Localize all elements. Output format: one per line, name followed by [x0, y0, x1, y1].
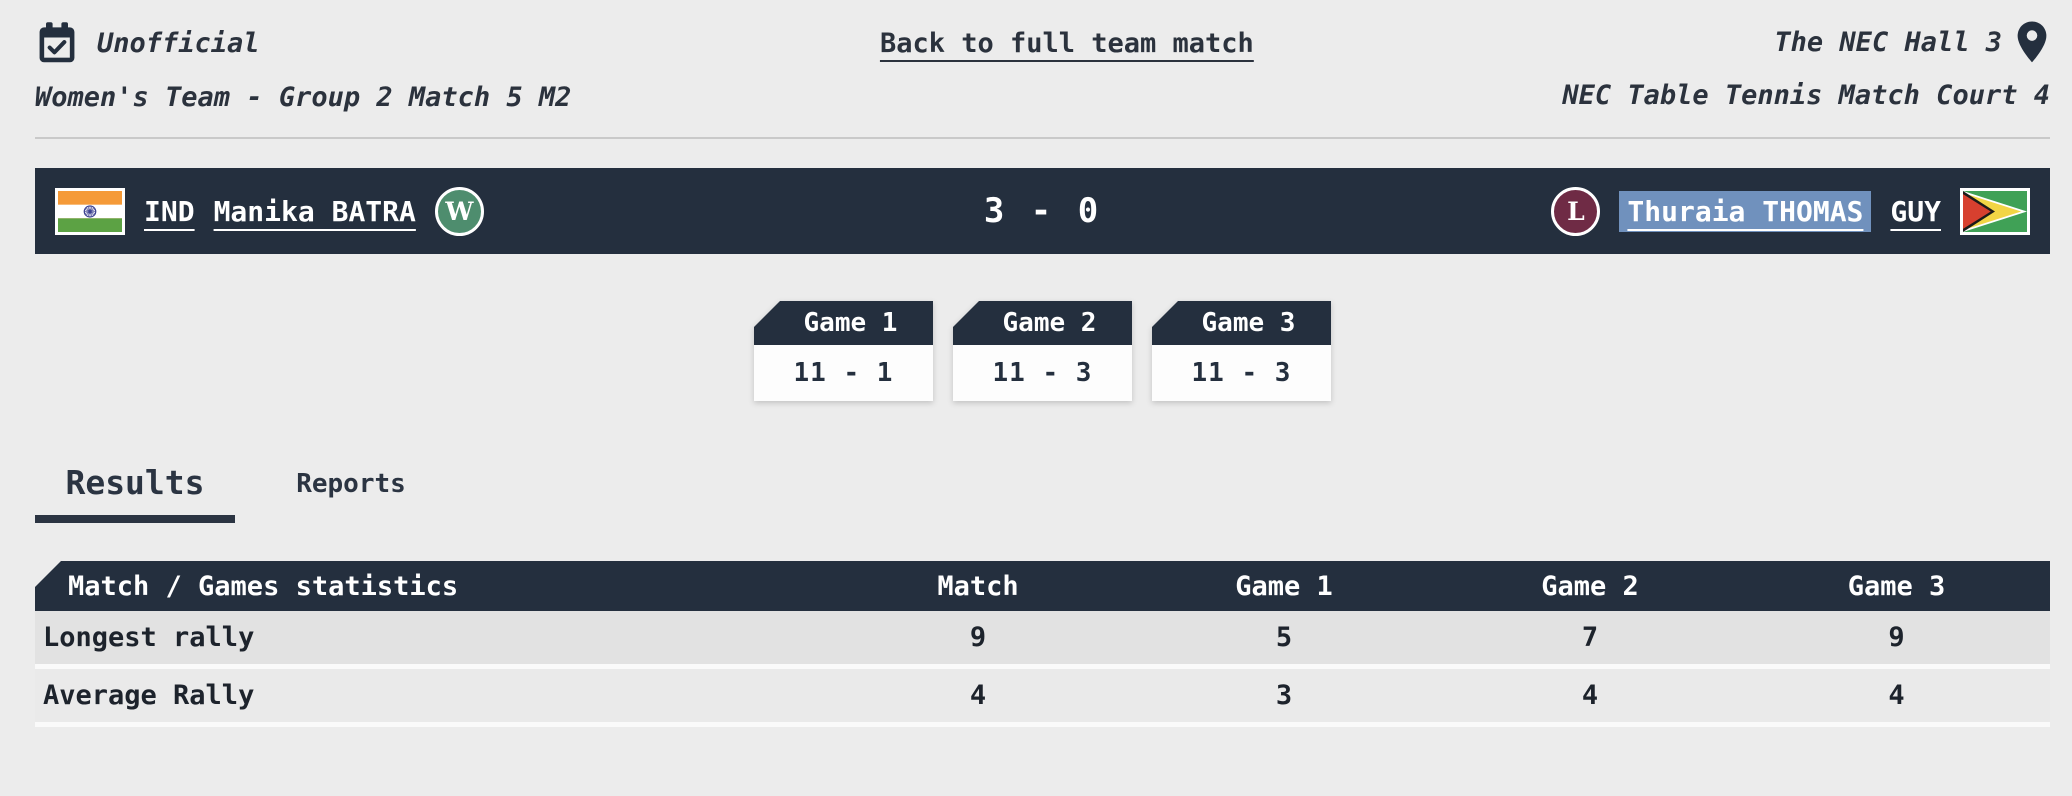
game-2-score: 11 - 3: [953, 345, 1132, 401]
scoreboard-bar: IND Manika BATRA W 3 - 0 L Thuraia THOMA…: [35, 168, 2050, 254]
tab-reports[interactable]: Reports: [296, 469, 406, 499]
home-team: IND Manika BATRA W: [55, 186, 484, 236]
win-badge: W: [434, 186, 484, 236]
match-results-page: Unofficial Women's Team - Group 2 Match …: [35, 20, 2050, 727]
game-2-label: Game 2: [953, 301, 1132, 345]
statistics-table: Match / Games statistics Match Game 1 Ga…: [35, 561, 2050, 727]
game-3-label: Game 3: [1152, 301, 1331, 345]
venue-info: The NEC Hall 3 NEC Table Tennis Match Co…: [1562, 20, 2050, 111]
event-label: Women's Team - Group 2 Match 5 M2: [35, 82, 572, 113]
away-team: L Thuraia THOMAS GUY: [1551, 186, 2030, 236]
match-score: 3 - 0: [983, 191, 1102, 231]
cell-match: 4: [969, 680, 987, 711]
calendar-check-icon: [35, 20, 79, 66]
row-label: Longest rally: [43, 622, 255, 653]
location-pin-icon: [2014, 20, 2050, 64]
home-noc-link[interactable]: IND: [144, 194, 195, 228]
away-noc-link[interactable]: GUY: [1890, 194, 1941, 228]
statistics-table-header: Match / Games statistics Match Game 1 Ga…: [35, 561, 2050, 611]
col-header-game1: Game 1: [1235, 570, 1333, 602]
home-player-link[interactable]: Manika BATRA: [213, 194, 416, 228]
match-info: Unofficial Women's Team - Group 2 Match …: [35, 20, 571, 113]
game-card: Game 1 11 - 1: [754, 301, 933, 401]
flag-guyana-icon: [1960, 187, 2030, 235]
row-label: Average Rally: [43, 680, 255, 711]
game-card: Game 2 11 - 3: [953, 301, 1132, 401]
tab-results[interactable]: Results: [35, 463, 235, 523]
game-scores: Game 1 11 - 1 Game 2 11 - 3 Game 3 11 - …: [35, 301, 2050, 401]
court-label: NEC Table Tennis Match Court 4: [1562, 80, 2050, 111]
cell-game2: 7: [1581, 622, 1599, 653]
loss-badge: L: [1551, 186, 1601, 236]
game-1-score: 11 - 1: [754, 345, 933, 401]
cell-game1: 3: [1275, 680, 1293, 711]
back-to-team-match-link[interactable]: Back to full team match: [879, 28, 1254, 59]
cell-game1: 5: [1275, 622, 1293, 653]
stats-title: Match / Games statistics: [68, 570, 459, 602]
away-player-link[interactable]: Thuraia THOMAS: [1619, 190, 1872, 232]
cell-match: 9: [969, 622, 987, 653]
flag-india-icon: [55, 187, 125, 235]
status-label: Unofficial: [97, 27, 260, 59]
col-header-match: Match: [937, 570, 1019, 602]
cell-game3: 4: [1888, 680, 1905, 711]
game-3-score: 11 - 3: [1152, 345, 1331, 401]
cell-game3: 9: [1888, 622, 1905, 653]
game-card: Game 3 11 - 3: [1152, 301, 1331, 401]
venue-label: The NEC Hall 3: [1774, 26, 2002, 58]
cell-game2: 4: [1581, 680, 1599, 711]
game-1-label: Game 1: [754, 301, 933, 345]
back-navigation: Back to full team match: [880, 20, 1254, 59]
col-header-game3: Game 3: [1847, 570, 1946, 602]
match-header: Unofficial Women's Team - Group 2 Match …: [35, 20, 2050, 113]
header-divider: [35, 137, 2050, 139]
results-tabs: Results Reports: [35, 463, 2050, 523]
table-row-longest-rally: Longest rally 9 5 7 9: [35, 611, 2050, 669]
table-row-average-rally: Average Rally 4 3 4 4: [35, 669, 2050, 727]
col-header-game2: Game 2: [1541, 570, 1639, 602]
